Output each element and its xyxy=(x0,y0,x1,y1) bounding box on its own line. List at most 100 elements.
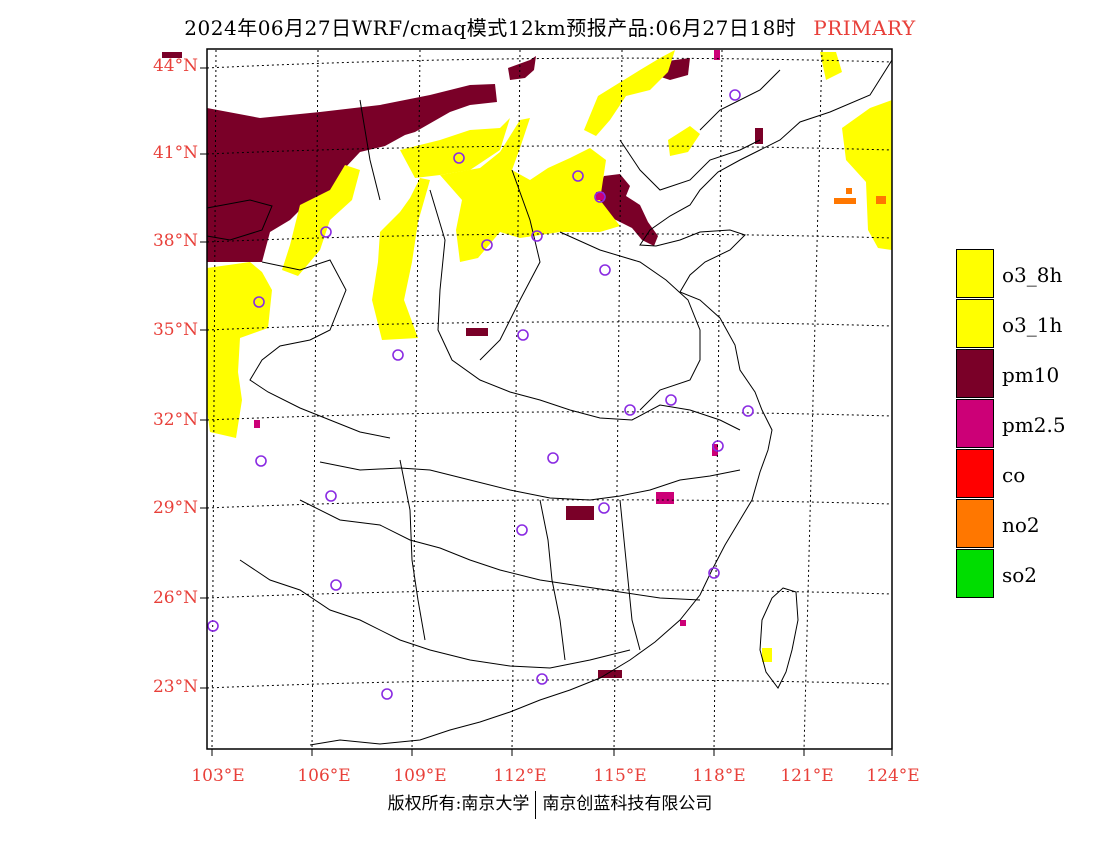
station-marker xyxy=(572,170,584,182)
lon-label: 103°E xyxy=(191,766,245,786)
legend-swatch xyxy=(956,349,994,398)
station-marker xyxy=(516,524,528,536)
lat-label: 32°N xyxy=(152,410,198,430)
pm10-speck xyxy=(598,670,622,678)
legend-swatch xyxy=(956,499,994,548)
pollutant-areas xyxy=(162,50,892,678)
legend-swatch xyxy=(956,399,994,448)
taiwan-island xyxy=(759,587,799,689)
o3-area-north-1 xyxy=(584,50,675,136)
legend-label: no2 xyxy=(1002,513,1040,537)
coastline xyxy=(309,59,893,746)
legend-label: co xyxy=(1002,463,1026,487)
o3-area-north-2 xyxy=(820,52,842,80)
pm10-speck xyxy=(566,506,594,520)
o3-area-west xyxy=(207,262,272,438)
province-line xyxy=(539,499,566,661)
legend-swatch xyxy=(956,299,994,348)
pm10-speck xyxy=(162,52,182,58)
no2-speck xyxy=(846,188,852,194)
station-marker xyxy=(253,296,265,308)
station-marker xyxy=(598,502,610,514)
axis-ticks xyxy=(200,67,893,756)
lat-label: 44°N xyxy=(152,56,198,76)
copyright-left: 版权所有:南京大学 xyxy=(387,794,530,814)
province-line xyxy=(399,459,426,641)
lon-label: 115°E xyxy=(593,766,647,786)
station-marker xyxy=(624,404,636,416)
o3-area-northeast xyxy=(842,100,892,250)
province-line xyxy=(479,169,541,361)
legend-item-so2: so2 xyxy=(956,549,1082,599)
pm10-speck xyxy=(755,128,763,144)
station-marker xyxy=(320,226,332,238)
legend-label: o3_8h xyxy=(1002,263,1063,287)
legend-item-no2: no2 xyxy=(956,499,1082,549)
lon-label: 124°E xyxy=(866,766,920,786)
station-marker xyxy=(330,579,342,591)
province-line xyxy=(239,559,631,669)
station-marker xyxy=(392,349,404,361)
lat-label: 23°N xyxy=(152,677,198,697)
province-line xyxy=(559,231,701,411)
province-line xyxy=(359,99,381,201)
lon-label: 112°E xyxy=(493,766,547,786)
no2-speck xyxy=(876,196,886,204)
o3-area-inner-mongolia xyxy=(400,118,510,178)
title-tag: PRIMARY xyxy=(813,16,916,40)
pm25-speck xyxy=(596,192,604,200)
title-text: 2024年06月27日WRF/cmaq模式12km预报产品:06月27日18时 xyxy=(184,16,797,40)
station-marker xyxy=(665,394,677,406)
legend: o3_8h o3_1h pm10 pm2.5 co no2 so2 xyxy=(956,249,1082,599)
lon-label: 109°E xyxy=(393,766,447,786)
pm10-speck xyxy=(466,328,488,336)
legend-swatch xyxy=(956,549,994,598)
pm10-area-beijing xyxy=(596,174,658,246)
copyright-right: 南京创蓝科技有限公司 xyxy=(542,794,713,814)
legend-swatch xyxy=(956,449,994,498)
copyright-footer: 版权所有:南京大学 南京创蓝科技有限公司 xyxy=(0,789,1100,819)
lon-label: 118°E xyxy=(692,766,746,786)
station-marker xyxy=(207,620,219,632)
lon-label: 106°E xyxy=(297,766,351,786)
graticule xyxy=(206,49,893,751)
station-marker xyxy=(594,191,606,203)
station-marker xyxy=(381,688,393,700)
station-marker xyxy=(742,405,754,417)
station-marker xyxy=(453,152,465,164)
legend-item-co: co xyxy=(956,449,1082,499)
legend-item-o3-8h: o3_8h xyxy=(956,249,1082,299)
station-marker xyxy=(547,452,559,464)
lat-label: 29°N xyxy=(152,498,198,518)
legend-label: o3_1h xyxy=(1002,313,1063,337)
station-marker xyxy=(708,567,720,579)
station-marker xyxy=(325,490,337,502)
station-marker xyxy=(712,440,724,452)
lat-label: 41°N xyxy=(152,143,198,163)
legend-label: so2 xyxy=(1002,563,1038,587)
station-marker xyxy=(531,230,543,242)
station-marker xyxy=(255,455,267,467)
o3-area-shanxi xyxy=(440,118,620,262)
legend-item-pm10: pm10 xyxy=(956,349,1082,399)
province-line xyxy=(249,259,391,439)
legend-label: pm10 xyxy=(1002,363,1060,387)
province-line xyxy=(319,461,741,501)
map-frame xyxy=(206,48,893,750)
legend-label: pm2.5 xyxy=(1002,413,1066,437)
province-line xyxy=(699,69,781,131)
o3-area-liaoning xyxy=(668,126,700,156)
legend-swatch xyxy=(956,249,994,298)
station-marker xyxy=(536,673,548,685)
pm10-area-north-1 xyxy=(508,56,536,80)
boundaries xyxy=(206,59,893,746)
pm25-speck xyxy=(254,420,260,428)
pm10-area-northwest xyxy=(207,84,497,262)
lat-label: 35°N xyxy=(152,320,198,340)
station-marker xyxy=(729,89,741,101)
station-marker xyxy=(481,239,493,251)
chart-title: 2024年06月27日WRF/cmaq模式12km预报产品:06月27日18时 … xyxy=(0,12,1100,41)
footer-divider xyxy=(535,790,537,819)
stations xyxy=(207,89,754,700)
